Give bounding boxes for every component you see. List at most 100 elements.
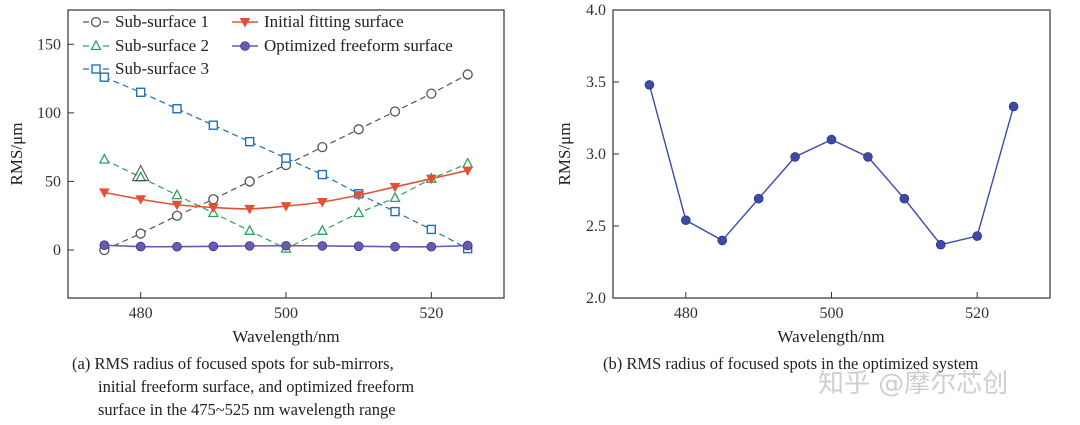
legend-marker	[91, 64, 101, 74]
data-point	[280, 202, 292, 212]
data-point	[171, 210, 183, 221]
data-point	[244, 224, 256, 235]
data-point	[244, 204, 256, 215]
data-point	[426, 224, 437, 235]
legend-label: Sub-surface 3	[115, 59, 209, 78]
data-point	[462, 69, 473, 80]
data-point	[389, 106, 401, 117]
data-point	[390, 241, 400, 252]
x-tick-label: 520	[965, 305, 989, 322]
data-point	[826, 134, 837, 145]
data-point	[99, 240, 110, 250]
y-tick-label: 0	[53, 242, 61, 259]
data-point	[462, 166, 474, 176]
data-point	[244, 176, 255, 187]
y-tick-label: 50	[45, 173, 61, 190]
y-tick-label: 3.5	[586, 74, 606, 91]
panel-b-xlabel: Wavelength/nm	[777, 327, 884, 346]
data-point	[462, 240, 473, 251]
caption-b-line1: (b) RMS radius of focused spots in the o…	[603, 354, 979, 373]
series-line-optimized-freeform-surface	[648, 84, 1015, 246]
data-point	[281, 240, 291, 251]
data-point	[353, 191, 365, 201]
caption-a-line2: initial freeform surface, and optimized …	[98, 377, 414, 396]
data-point	[863, 152, 873, 162]
y-tick-label: 100	[37, 105, 61, 122]
data-point	[99, 72, 110, 82]
panel-a-ylabel: RMS/μm	[7, 123, 26, 186]
watermark-text: 知乎 @摩尔芯创	[818, 369, 1008, 399]
data-point	[135, 228, 146, 239]
legend-marker	[239, 18, 251, 28]
data-point	[135, 195, 147, 205]
data-point	[98, 188, 110, 198]
legend-marker	[90, 39, 102, 51]
caption-a-line1: (a) RMS radius of focused spots for sub-…	[72, 354, 394, 373]
data-point	[244, 136, 255, 147]
x-tick-label: 480	[674, 305, 698, 322]
data-point	[135, 170, 147, 182]
y-tick-label: 4.0	[586, 2, 606, 19]
data-point	[172, 104, 182, 114]
data-point	[208, 241, 219, 252]
y-tick-label: 150	[37, 36, 61, 53]
data-point	[317, 241, 328, 251]
panel-b-frame	[612, 9, 1051, 299]
data-point	[899, 193, 910, 204]
data-point	[426, 88, 437, 99]
y-tick-label: 3.0	[586, 146, 606, 163]
data-point	[717, 235, 728, 246]
data-point	[316, 198, 328, 208]
panel-b-ylabel: RMS/μm	[555, 123, 574, 186]
panel-a-xlabel: Wavelength/nm	[232, 327, 339, 346]
data-point	[681, 215, 691, 226]
data-point	[462, 157, 474, 168]
panel-a-legend: Sub-surface 1 Sub-surface 2 Sub-surface 3 I…	[83, 12, 453, 78]
y-tick-label: 2.0	[586, 290, 606, 307]
data-point	[172, 241, 182, 252]
data-point	[425, 174, 437, 185]
y-tick-label: 2.5	[586, 218, 606, 235]
series-line-sub-surface-3	[104, 76, 468, 250]
data-point	[353, 206, 365, 218]
data-point	[244, 241, 255, 251]
data-point	[753, 193, 764, 204]
data-point	[135, 241, 146, 252]
data-point	[171, 200, 183, 211]
data-point	[316, 224, 328, 235]
data-point	[208, 194, 219, 205]
data-point	[317, 141, 328, 153]
data-point	[135, 87, 146, 97]
data-point	[353, 241, 364, 252]
data-point	[389, 191, 401, 203]
legend-label: Optimized freeform surface	[264, 36, 453, 55]
x-tick-label: 520	[419, 305, 443, 322]
panel-b-chart: 480 500 520 2.0 2.5 3.0 3.5 4.0 Wavelength/nm R…	[555, 2, 1051, 346]
x-tick-label: 480	[129, 305, 153, 322]
data-point	[1008, 101, 1019, 112]
data-point	[389, 182, 401, 193]
data-point	[644, 80, 655, 90]
caption-a-line3: surface in the 475~525 nm wavelength ran…	[98, 400, 396, 419]
data-point	[171, 188, 183, 200]
legend-marker	[90, 16, 102, 28]
data-point	[281, 153, 291, 163]
x-tick-label: 500	[820, 305, 844, 322]
data-point	[208, 120, 219, 130]
outlier-triangle-marker	[131, 164, 150, 182]
data-point	[390, 206, 400, 217]
x-tick-label: 500	[274, 305, 298, 322]
data-point	[207, 203, 219, 214]
data-point	[935, 239, 946, 250]
data-point	[790, 152, 800, 162]
legend-label: Initial fitting surface	[264, 12, 404, 31]
legend-marker	[240, 41, 250, 51]
legend-label: Sub-surface 2	[115, 36, 209, 55]
data-point	[426, 241, 437, 252]
data-point	[972, 231, 982, 241]
data-point	[353, 124, 364, 135]
data-point	[98, 153, 110, 164]
legend-label: Sub-surface 1	[115, 12, 209, 31]
